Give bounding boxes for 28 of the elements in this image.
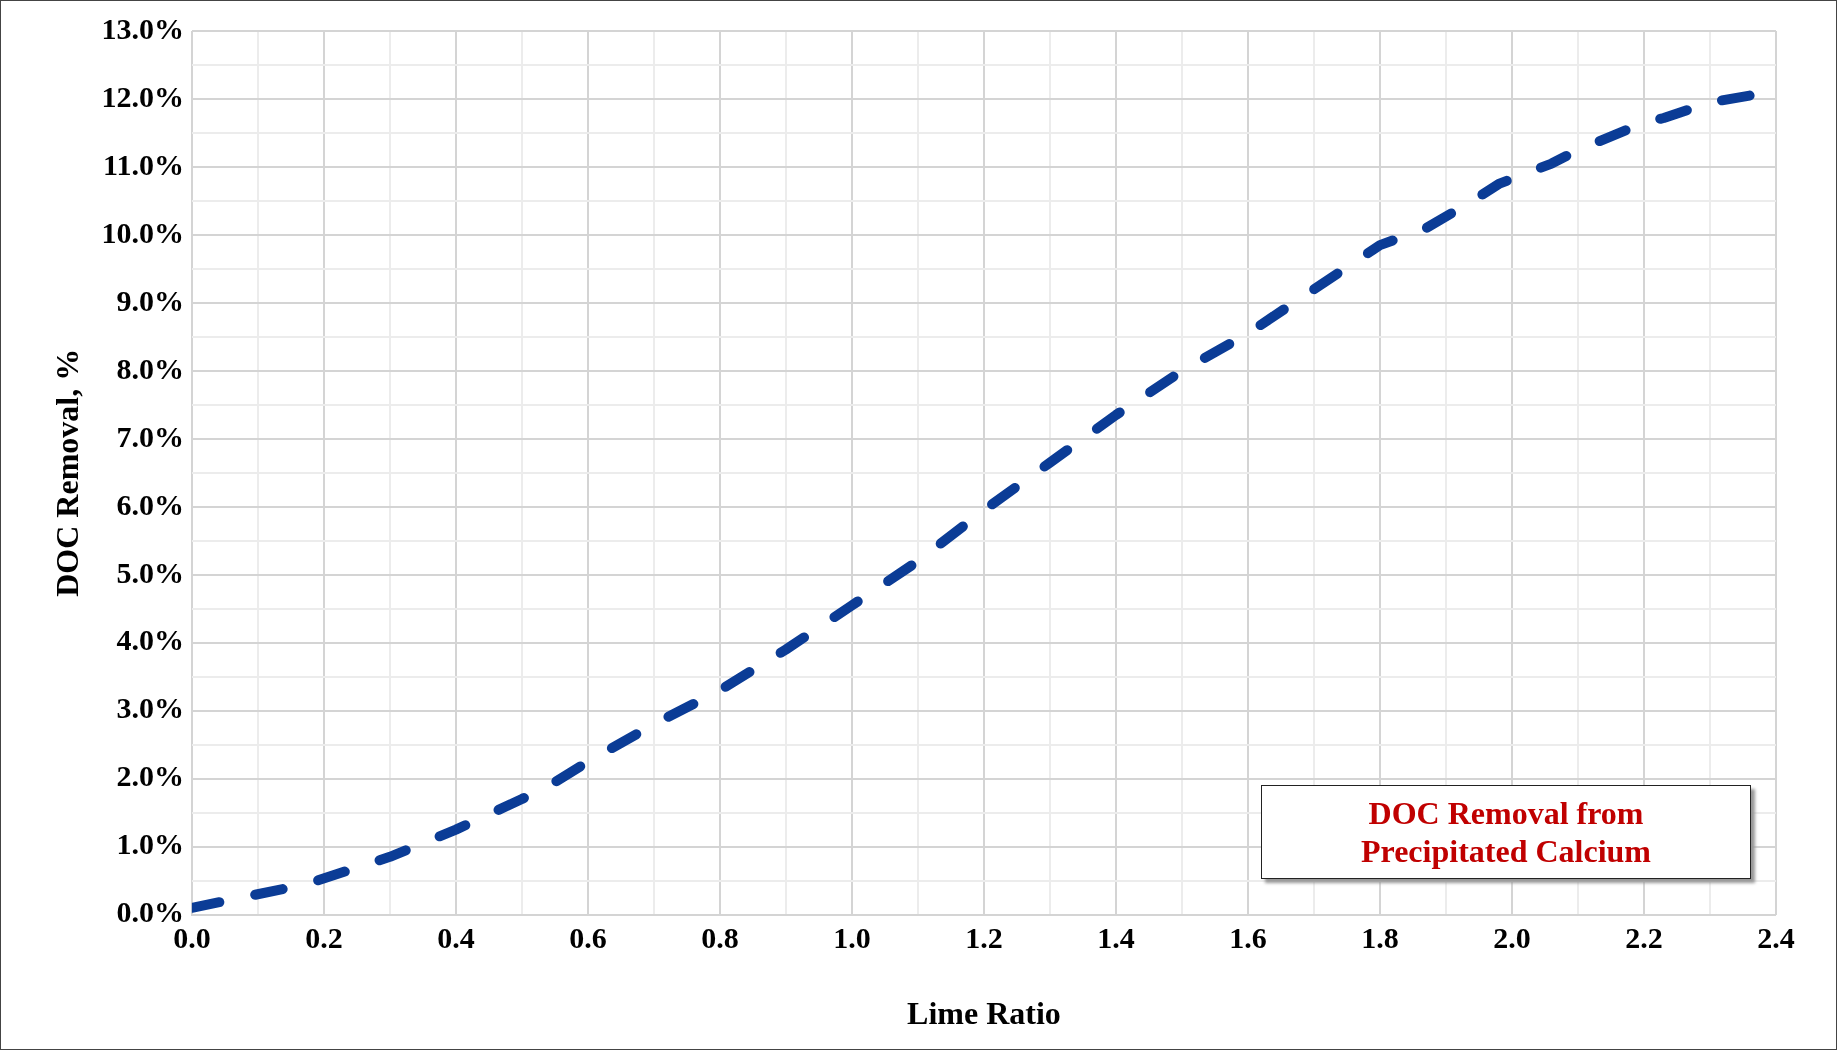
y-axis-title: DOC Removal, % bbox=[49, 348, 86, 597]
x-tick-label: 2.4 bbox=[1757, 921, 1795, 955]
y-tick-label: 8.0% bbox=[116, 351, 184, 385]
x-tick-label: 2.2 bbox=[1625, 921, 1663, 955]
x-axis-title: Lime Ratio bbox=[907, 995, 1061, 1032]
x-tick-label: 0.4 bbox=[437, 921, 475, 955]
y-tick-label: 5.0% bbox=[116, 555, 184, 589]
text-box: DOC Removal from Precipitated Calcium bbox=[1261, 785, 1751, 879]
x-tick-label: 0.6 bbox=[569, 921, 607, 955]
y-tick-label: 13.0% bbox=[101, 11, 184, 45]
x-tick-label: 0.2 bbox=[305, 921, 343, 955]
x-tick-label: 1.8 bbox=[1361, 921, 1399, 955]
x-tick-label: 1.2 bbox=[965, 921, 1003, 955]
y-tick-label: 4.0% bbox=[116, 623, 184, 657]
x-tick-label: 2.0 bbox=[1493, 921, 1531, 955]
y-tick-label: 11.0% bbox=[103, 147, 184, 181]
y-tick-label: 12.0% bbox=[101, 79, 184, 113]
x-tick-label: 1.0 bbox=[833, 921, 871, 955]
x-tick-label: 1.6 bbox=[1229, 921, 1267, 955]
y-tick-label: 2.0% bbox=[116, 759, 184, 793]
y-tick-label: 3.0% bbox=[116, 691, 184, 725]
x-tick-label: 1.4 bbox=[1097, 921, 1135, 955]
x-tick-label: 0.8 bbox=[701, 921, 739, 955]
y-tick-label: 7.0% bbox=[116, 419, 184, 453]
y-tick-label: 10.0% bbox=[101, 215, 184, 249]
y-tick-label: 1.0% bbox=[116, 827, 184, 861]
y-tick-label: 6.0% bbox=[116, 487, 184, 521]
y-tick-label: 9.0% bbox=[116, 283, 184, 317]
